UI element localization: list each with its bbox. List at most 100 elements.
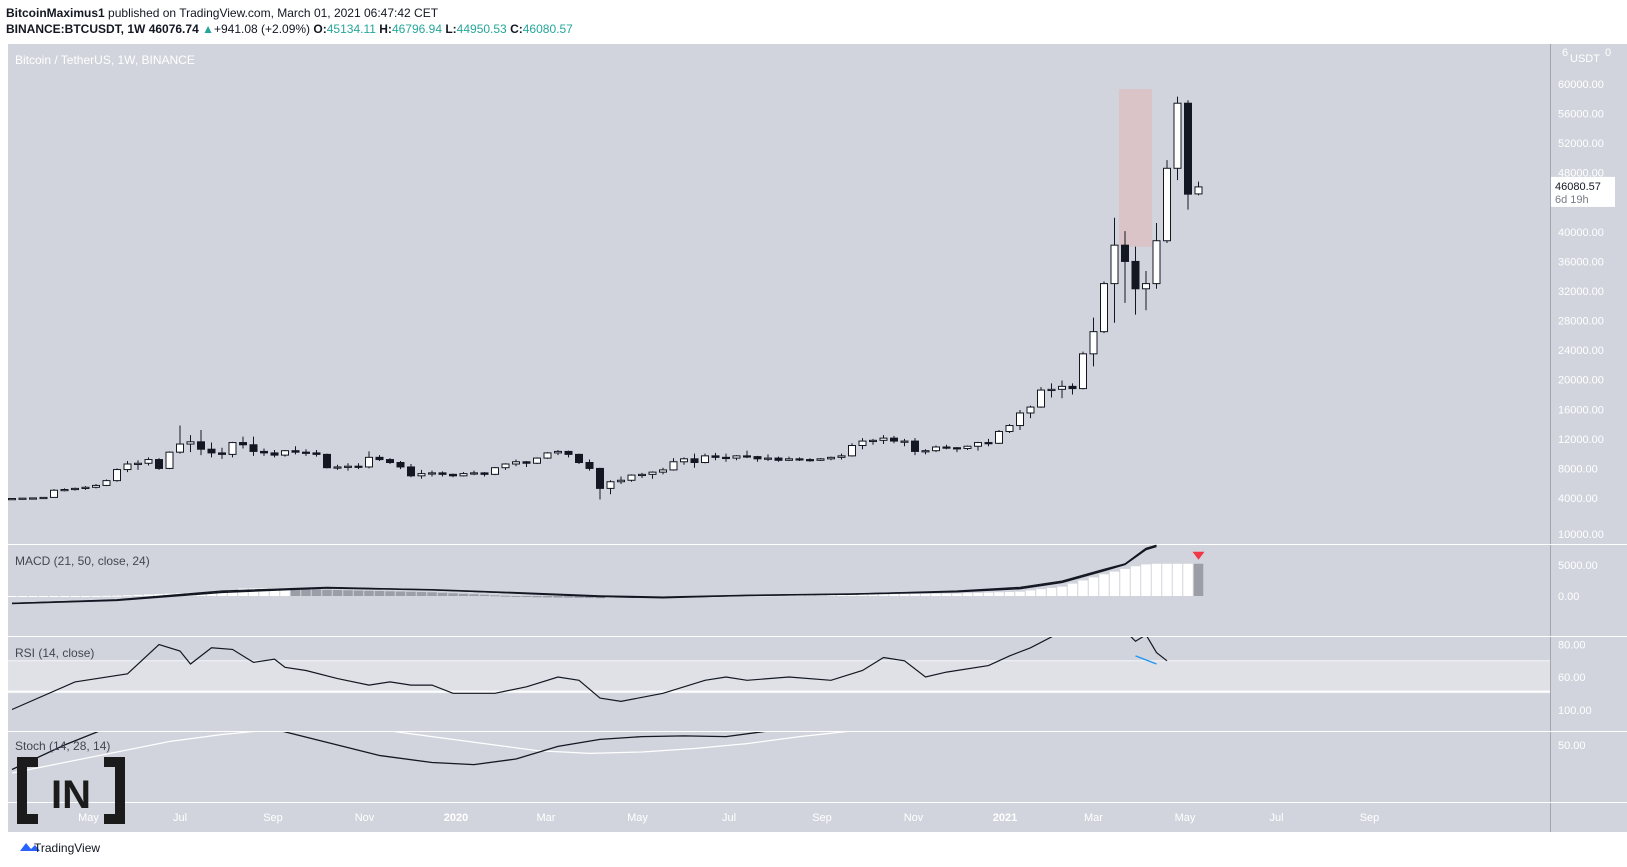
candle: [932, 445, 940, 453]
time-axis-bg[interactable]: [8, 803, 1550, 832]
macd-histogram-bar: [931, 593, 941, 596]
candle: [249, 436, 258, 456]
price-axis-bg[interactable]: [1551, 44, 1627, 832]
time-tick-label: Sep: [812, 812, 832, 824]
candle: [638, 472, 646, 479]
macd-histogram-bar: [1036, 589, 1046, 596]
candle-body: [1184, 102, 1192, 195]
candle-body: [1068, 385, 1077, 390]
candle: [18, 497, 27, 500]
candle-body: [354, 465, 363, 468]
candle: [890, 435, 898, 444]
macd-histogram-bar: [1193, 563, 1204, 596]
candle-body: [806, 459, 814, 462]
stoch-k-line: [11, 732, 766, 771]
candle: [333, 464, 342, 470]
candle: [186, 435, 195, 453]
candle: [302, 449, 310, 456]
candle-body: [1016, 412, 1024, 427]
candle: [774, 456, 783, 462]
candle-body: [1037, 389, 1045, 408]
candle-body: [680, 458, 688, 463]
candle: [1100, 281, 1108, 334]
candle-body: [648, 471, 657, 475]
candle-body: [417, 473, 426, 477]
macd-histogram-bar: [206, 592, 217, 596]
candle-body: [890, 437, 898, 442]
candle: [260, 448, 268, 456]
candle: [1005, 424, 1014, 433]
candle-body: [228, 442, 237, 455]
candle-body: [1026, 406, 1035, 414]
candle: [1089, 317, 1098, 367]
candle-body: [869, 439, 877, 443]
candle-body: [365, 456, 373, 468]
candle: [827, 456, 835, 461]
candle: [1016, 410, 1024, 430]
candle: [459, 472, 468, 477]
candle-body: [39, 496, 48, 500]
macd-histogram-bar: [490, 595, 500, 597]
candle: [417, 469, 426, 479]
candle: [732, 455, 741, 461]
macd-histogram-bar: [1151, 563, 1162, 596]
candle: [953, 446, 961, 453]
macd-histogram-bar: [427, 592, 437, 596]
candle: [1079, 351, 1087, 390]
candle: [449, 473, 457, 478]
close-value: 46080.57: [522, 22, 573, 36]
author-name[interactable]: BitcoinMaximus1: [6, 6, 105, 20]
candle-body: [60, 488, 69, 492]
price-tick-label: 32000.00: [1558, 286, 1604, 298]
candle: [617, 476, 625, 484]
macd-histogram-bar: [80, 596, 91, 597]
candle: [627, 474, 636, 482]
macd-histogram-bar: [416, 592, 427, 596]
highlight-box: [1119, 89, 1152, 247]
price-tick-label: 12000.00: [1558, 434, 1604, 446]
stoch-pane-bg[interactable]: [8, 732, 1550, 802]
price-tick-label: 56000.00: [1558, 109, 1604, 121]
main-pane-bg[interactable]: [8, 44, 1550, 544]
candle: [113, 468, 121, 482]
candle: [144, 457, 153, 466]
candle-body: [953, 447, 961, 450]
symbol-label[interactable]: BINANCE:BTCUSDT, 1W: [6, 22, 146, 36]
candle: [1110, 217, 1119, 323]
stoch-tick-label: 50.00: [1558, 740, 1586, 752]
price-axis-top-tick: 6: [1562, 47, 1568, 59]
candle-body: [396, 462, 405, 468]
time-tick-label: Jul: [173, 812, 187, 824]
macd-histogram-bar: [38, 596, 49, 597]
candle-body: [1194, 186, 1203, 195]
candle: [197, 429, 205, 456]
rsi-tick-label: 60.00: [1558, 672, 1586, 684]
candle-body: [879, 437, 888, 441]
macd-histogram-bar: [521, 596, 532, 597]
rsi-pane-title: RSI (14, close): [15, 646, 94, 660]
open-value: 45134.11: [326, 22, 376, 36]
candle: [585, 459, 594, 471]
candle-body: [1121, 244, 1129, 262]
price-tick-label: 40000.00: [1558, 227, 1604, 239]
macd-histogram-bar: [500, 595, 511, 597]
candle: [1184, 100, 1192, 210]
high-label: H:: [379, 22, 392, 36]
macd-histogram-bar: [941, 593, 952, 596]
candle-body: [585, 462, 594, 469]
macd-pane-title: MACD (21, 50, close, 24): [15, 554, 150, 568]
macd-histogram-bar: [574, 596, 584, 598]
macd-histogram-bar: [794, 595, 805, 597]
bearish-arrow-icon: [1192, 551, 1205, 560]
candle: [8, 498, 16, 501]
macd-histogram-bar: [899, 594, 910, 596]
price-tick-label: 36000.00: [1558, 256, 1604, 268]
macd-histogram-bar: [448, 593, 458, 596]
time-tick-label: 2020: [444, 812, 468, 824]
candle-body: [176, 443, 184, 453]
last-price-label: 46080.57: [1555, 181, 1601, 193]
candle: [921, 449, 930, 455]
time-tick-label: Nov: [904, 812, 924, 824]
candle: [29, 497, 37, 500]
